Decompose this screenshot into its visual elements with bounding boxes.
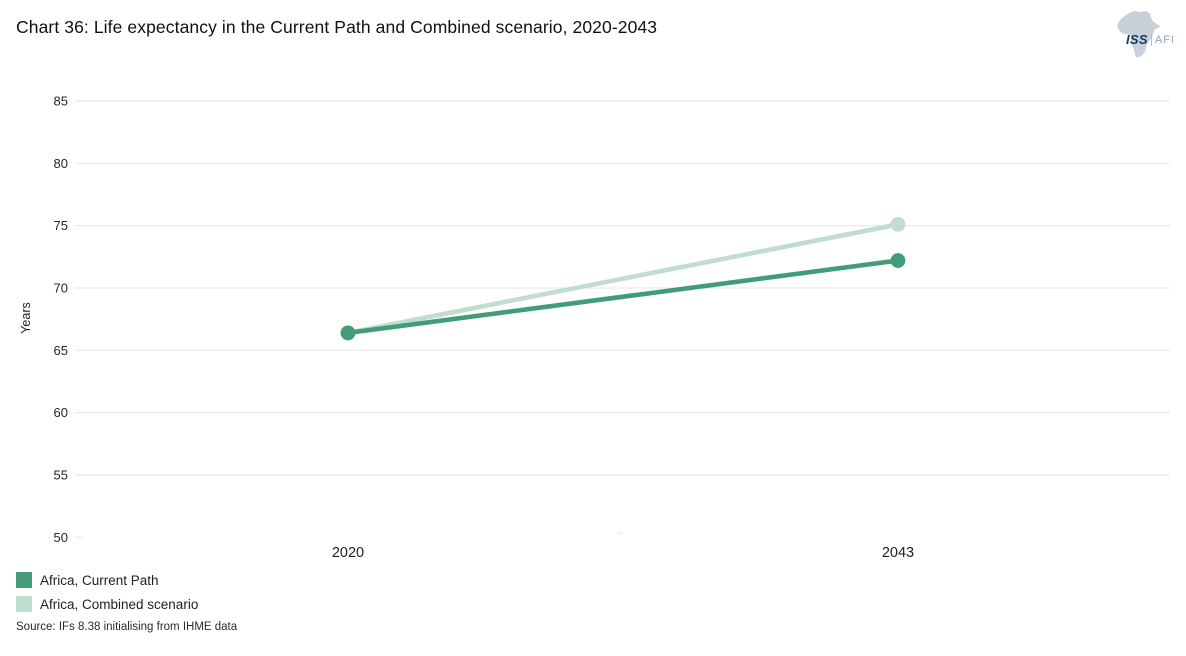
y-tick-label: 70 [54, 280, 68, 295]
legend-item: Africa, Combined scenario [16, 596, 198, 612]
y-tick-label: 85 [54, 94, 68, 109]
y-tick-label: 60 [54, 405, 68, 420]
y-tick-label: 50 [54, 530, 68, 545]
y-axis-title: Years [19, 302, 33, 334]
y-tick-label: 75 [54, 218, 68, 233]
page-title: Chart 36: Life expectancy in the Current… [16, 17, 658, 37]
africa-map-icon [1117, 11, 1161, 58]
data-point-marker [890, 217, 906, 232]
chart-legend: Africa, Current Path Africa, Combined sce… [16, 572, 198, 620]
logo-text: ISS AFI [1126, 32, 1175, 47]
logo-iss-label: ISS [1126, 32, 1148, 47]
y-tick-label: 80 [54, 156, 68, 171]
legend-swatch [16, 596, 32, 612]
legend-label: Africa, Combined scenario [40, 596, 199, 612]
x-tick-label: 2043 [882, 545, 914, 561]
data-point-marker [340, 325, 356, 341]
y-tick-label: 65 [54, 343, 68, 358]
logo-separator [1150, 33, 1152, 46]
legend-item: Africa, Current Path [16, 572, 198, 588]
series-line [345, 222, 901, 336]
source-note: Source: IFs 8.38 initialising from IHME … [16, 621, 238, 633]
legend-label: Africa, Current Path [40, 572, 159, 588]
series-line [345, 258, 901, 336]
legend-swatch [16, 572, 32, 588]
iss-afi-logo: ISS AFI [1112, 6, 1174, 62]
y-tick-label: 55 [54, 467, 68, 482]
x-tick-label: 2020 [332, 545, 364, 561]
data-point-marker [890, 253, 906, 268]
logo-afi-label: AFI [1154, 33, 1175, 46]
africa-silhouette [1117, 11, 1161, 58]
